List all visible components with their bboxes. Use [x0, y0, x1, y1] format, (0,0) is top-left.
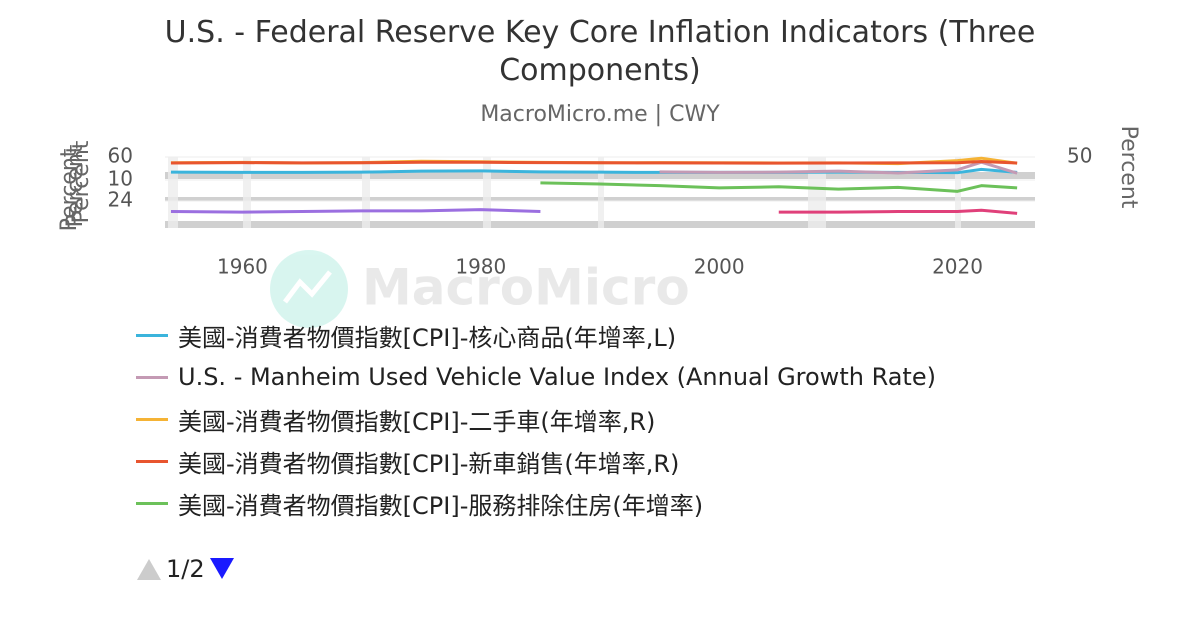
watermark-text: MacroMicro — [362, 259, 690, 317]
series-line — [540, 181, 1018, 193]
series-line — [170, 208, 541, 214]
x-tick-label: 1960 — [217, 255, 268, 279]
recession-band — [168, 157, 178, 228]
page-up[interactable] — [136, 556, 162, 582]
y-axis-title: Percent — [57, 148, 82, 231]
y-axis-title: Percent — [69, 140, 94, 223]
x-tick-label: 2020 — [932, 255, 983, 279]
legend-label: 美國-消費者物價指數[CPI]-核心商品(年增率,L) — [178, 323, 677, 352]
y-axis-title: Percent — [63, 144, 88, 227]
legend-label: 美國-消費者物價指數[CPI]-二手車(年增率,R) — [178, 407, 656, 436]
legend-item[interactable]: U.S. - Manheim Used Vehicle Value Index … — [130, 356, 1130, 398]
series-line — [170, 160, 1018, 165]
legend-item[interactable]: 美國-消費者物價指數[CPI]-二手車(年增率,R) — [130, 398, 1130, 440]
x-tick-label: 2000 — [694, 255, 745, 279]
legend-item[interactable]: 美國-消費者物價指數[CPI]-新車銷售(年增率,R) — [130, 440, 1130, 482]
legend-label: 美國-消費者物價指數[CPI]-新車銷售(年增率,R) — [178, 449, 680, 478]
legend-swatch — [136, 375, 168, 379]
recession-band — [598, 157, 604, 228]
chart-subtitle: MacroMicro.me | CWY — [480, 102, 720, 127]
watermark: MacroMicro — [270, 250, 690, 328]
y2-axis-title: Percent — [1116, 126, 1141, 209]
y2-tick-label: 50 — [1067, 144, 1092, 168]
legend-swatch — [136, 417, 168, 421]
y-tick-label: 24 — [108, 188, 133, 212]
recession-band — [483, 157, 491, 228]
legend-swatch — [136, 501, 168, 505]
recession-band — [243, 157, 251, 228]
recession-band — [362, 157, 370, 228]
legend-swatch — [136, 459, 168, 463]
chart-title: U.S. - Federal Reserve Key Core Inflatio… — [164, 15, 1036, 88]
page-indicator: 1/2 — [166, 555, 205, 583]
x-tick-label: 1980 — [455, 255, 506, 279]
series-line — [659, 160, 1018, 175]
recession-band — [808, 157, 826, 228]
legend-label: U.S. - Manheim Used Vehicle Value Index … — [178, 363, 936, 391]
y-tick-label: 10 — [108, 167, 133, 191]
legend-item[interactable]: 美國-消費者物價指數[CPI]-服務排除住房(年增率) — [130, 482, 1130, 524]
page-down[interactable] — [209, 556, 235, 582]
series-line — [778, 208, 1018, 215]
y-tick-label: 60 — [108, 144, 133, 168]
legend-swatch — [136, 333, 168, 337]
legend-label: 美國-消費者物價指數[CPI]-服務排除住房(年增率) — [178, 491, 704, 520]
legend: 美國-消費者物價指數[CPI]-核心商品(年增率,L) U.S. - Manhei… — [130, 314, 1130, 542]
legend-pager: 1/2 — [136, 555, 235, 583]
legend-item[interactable]: 美國-消費者物價指數[CPI]-核心商品(年增率,L) — [130, 314, 1130, 356]
